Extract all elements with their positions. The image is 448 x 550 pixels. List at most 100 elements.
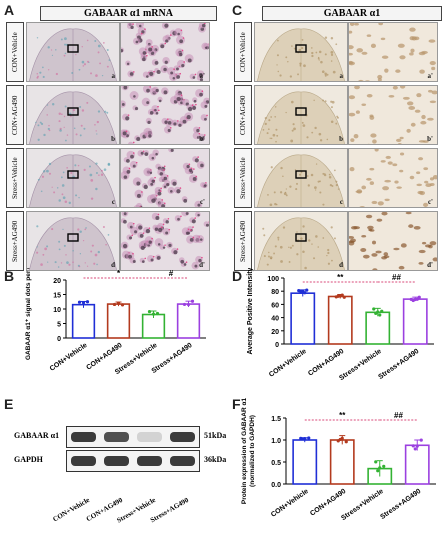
stained-cell [421,114,426,120]
signal-dot [147,120,151,125]
signal-dot [136,181,141,186]
brain-overview-ihc: a [254,22,348,82]
signal-dot [179,187,182,189]
cell-dot [335,180,338,183]
data-point [85,300,90,304]
signal-dot [125,116,130,121]
cell-dot [299,173,301,176]
panel-letter-a: A [4,2,15,18]
signal-dot [204,23,206,25]
cell-dot [107,234,110,236]
cell-dot [64,105,67,108]
signal-dot [157,227,163,233]
signal-dot [151,156,155,160]
cell-dot [324,100,327,103]
signal-dot [149,171,153,175]
magnified-ihc: c' [348,148,438,208]
signal-dot [187,58,192,63]
cell-dot [64,37,67,41]
stained-cell [429,183,435,187]
stained-cell [429,177,434,181]
cell-dot [93,262,96,265]
cell-dot [104,110,107,113]
stained-cell [354,86,360,90]
signal-dot [121,103,125,106]
signal-dot [190,229,192,231]
stained-cell [371,200,378,205]
magnified-ish: b' [120,85,210,145]
cell-dot [37,138,40,141]
cell-dot [267,128,270,131]
sublabel: b' [427,135,433,143]
stained-cell [420,120,427,125]
brain-overview-ish: d [26,211,120,271]
cell-dot [37,124,40,127]
cell-dot [302,250,305,254]
cell-dot [279,245,283,249]
cell-dot [289,185,292,188]
brain-overview-ish: a [26,22,120,82]
cell-dot [55,49,57,51]
sublabel: d [339,261,343,269]
signal-dot [191,219,196,224]
signal-dot [163,169,165,171]
cell-dot [108,59,111,62]
cell-dot [94,40,97,42]
cell-dot [311,131,314,134]
signal-dot [148,47,153,52]
stained-cell [424,180,429,184]
signal-dot [193,168,195,170]
cell-dot [107,162,111,166]
cell-dot [42,253,45,256]
signal-dot [177,32,180,36]
signal-dot [178,52,183,57]
cell-dot [42,66,44,69]
cell-dot [66,166,68,169]
signal-dot [146,88,150,93]
row-label: CON+AG490 [234,85,252,145]
data-point [338,437,342,442]
signal-dot [206,114,208,117]
cell-dot [315,189,317,191]
cell-dot [58,240,61,243]
signal-dot [131,234,134,237]
cell-dot [324,36,328,39]
cell-dot [61,113,63,116]
cell-dot [293,127,296,131]
stained-cell [383,252,389,257]
signal-dot [123,212,127,216]
signal-dot [203,134,206,136]
cell-dot [314,126,317,130]
stained-cell [356,48,364,53]
cell-dot [71,71,74,74]
signal-dot [157,191,162,196]
cell-dot [106,48,109,52]
nucleus [144,130,153,139]
data-point [116,301,121,305]
cell-dot [296,182,299,185]
stained-cell [372,268,378,270]
signal-dot [194,158,199,163]
cell-dot [311,54,314,58]
stained-cell [409,175,415,180]
signal-dot [173,250,178,255]
data-point [301,437,305,441]
stained-cell [432,175,437,180]
stained-cell [360,248,367,253]
cell-dot [270,137,273,140]
signal-dot [136,193,141,198]
stained-cell [410,48,415,53]
cell-dot [47,69,50,71]
cell-dot [274,106,277,108]
signal-dot [205,223,209,227]
stained-cell [383,255,390,259]
x-tick-label: Stress+Vehicle [338,348,383,382]
cell-dot [101,74,104,77]
stained-cell [372,139,377,144]
bar [176,303,201,339]
cell-dot [306,175,309,177]
signal-dot [204,117,207,121]
data-point [151,312,156,316]
signal-dot [187,106,193,112]
stained-cell [350,225,358,230]
